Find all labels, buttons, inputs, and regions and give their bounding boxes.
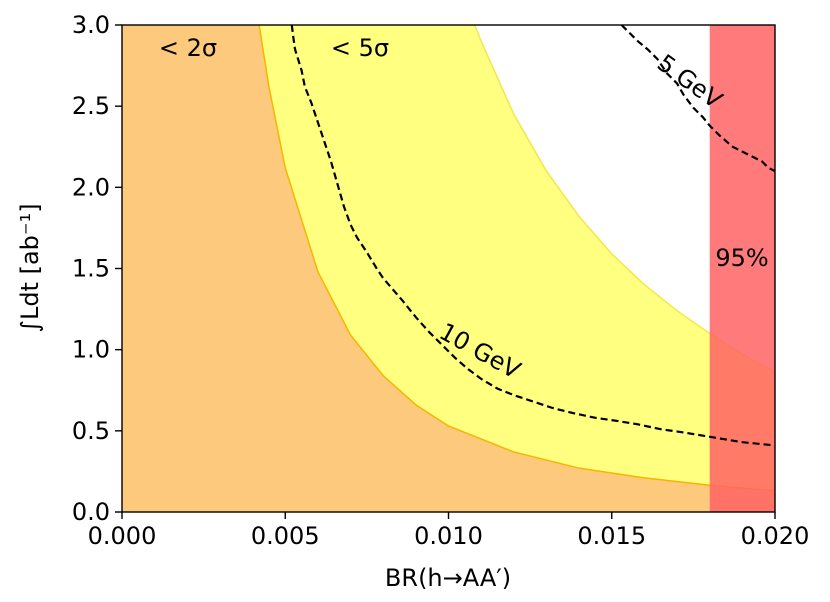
y-tick-label: 1.0: [72, 336, 110, 364]
y-tick-label: 1.5: [72, 255, 110, 283]
y-tick-label: 2.5: [72, 92, 110, 120]
y-tick-label: 0.0: [72, 498, 110, 526]
region-2sigma-edge: [258, 25, 775, 492]
y-tick-label: 2.0: [72, 173, 110, 201]
exclusion-label-95: 95%: [715, 244, 768, 272]
y-tick-label: 3.0: [72, 11, 110, 39]
x-tick-label: 0.015: [577, 522, 646, 550]
region-2sigma: [122, 25, 775, 512]
y-axis-label: ∫Ldt [ab⁻¹]: [16, 203, 44, 332]
x-tick-label: 0.010: [414, 522, 483, 550]
exclusion-band-95: [709, 25, 775, 512]
x-tick-label: 0.020: [741, 522, 810, 550]
region-label-5sigma: < 5σ: [331, 34, 389, 62]
x-tick-label: 0.000: [88, 522, 157, 550]
y-tick-label: 0.5: [72, 417, 110, 445]
region-label-2sigma: < 2σ: [159, 34, 217, 62]
contour-10-gev: [290, 25, 775, 447]
x-tick-label: 0.005: [251, 522, 320, 550]
x-axis-label: BR(h→AA′): [385, 564, 511, 592]
contour-5-gev: [620, 25, 775, 173]
